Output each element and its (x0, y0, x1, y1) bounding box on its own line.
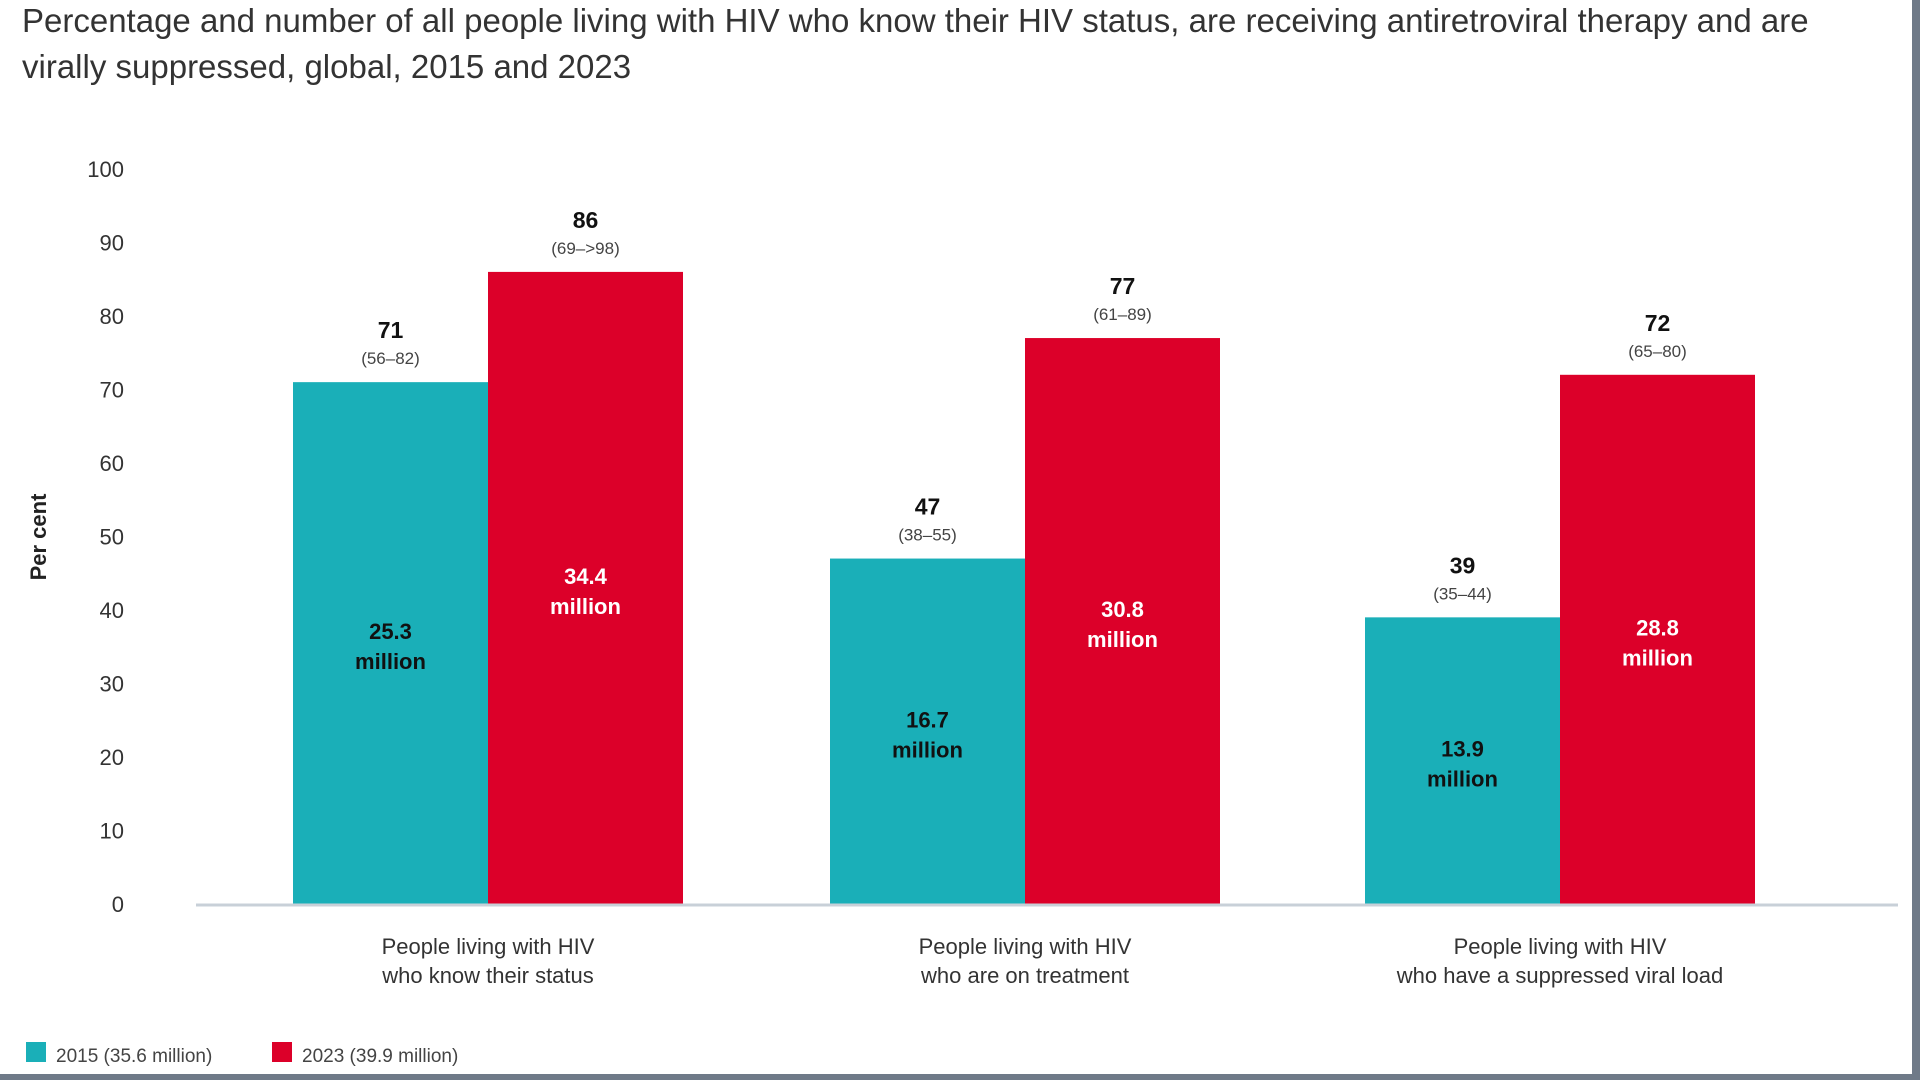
bar-2015 (293, 382, 488, 904)
bar-count-unit: million (1622, 645, 1693, 670)
data-label-range: (65–80) (1628, 342, 1687, 361)
y-axis-label: Per cent (26, 493, 51, 580)
bar-count-unit: million (892, 737, 963, 762)
x-category-label: People living with HIV (1454, 934, 1667, 959)
data-label-value: 47 (915, 494, 941, 520)
bar-count-label: 13.9 (1441, 737, 1484, 762)
y-tick-label: 70 (100, 378, 124, 403)
data-label-range: (38–55) (898, 526, 957, 545)
data-label-range: (61–89) (1093, 305, 1152, 324)
frame-border-bottom (0, 1074, 1920, 1080)
y-tick-label: 40 (100, 598, 124, 623)
data-label-value: 39 (1450, 552, 1476, 578)
data-label-value: 72 (1645, 310, 1671, 336)
x-category-label: People living with HIV (382, 934, 595, 959)
data-label-value: 86 (573, 207, 599, 233)
bar-count-label: 30.8 (1101, 597, 1144, 622)
bar-count-unit: million (550, 594, 621, 619)
frame-border-right (1912, 0, 1920, 1080)
bar-count-unit: million (1087, 627, 1158, 652)
legend-label: 2015 (35.6 million) (56, 1046, 212, 1067)
y-tick-label: 20 (100, 745, 124, 770)
bar-count-label: 34.4 (564, 564, 608, 589)
x-category-label: who have a suppressed viral load (1396, 963, 1724, 988)
chart-title: Percentage and number of all people livi… (22, 2, 1809, 85)
x-category-label: who are on treatment (920, 963, 1129, 988)
bar-2023 (488, 271, 683, 904)
x-category-label: who know their status (381, 963, 594, 988)
bar-count-unit: million (355, 649, 426, 674)
bar-2023 (1560, 374, 1755, 904)
bar-count-label: 25.3 (369, 619, 412, 644)
data-label-range: (69–>98) (551, 239, 620, 258)
data-label-range: (35–44) (1433, 584, 1492, 603)
bar-count-unit: million (1427, 767, 1498, 792)
data-label-value: 77 (1110, 273, 1136, 299)
data-label-range: (56–82) (361, 349, 420, 368)
y-tick-label: 0 (112, 892, 124, 917)
bar-2023 (1025, 338, 1220, 904)
bar-count-label: 16.7 (906, 707, 949, 732)
y-tick-label: 100 (87, 157, 124, 182)
bar-count-label: 28.8 (1636, 615, 1679, 640)
y-tick-label: 90 (100, 231, 124, 256)
bar-2015 (830, 558, 1025, 904)
bar-2015 (1365, 617, 1560, 904)
y-tick-label: 10 (100, 819, 124, 844)
legend-swatch-2023 (272, 1042, 292, 1062)
x-category-label: People living with HIV (919, 934, 1132, 959)
y-tick-label: 60 (100, 451, 124, 476)
data-label-value: 71 (378, 317, 404, 343)
y-tick-label: 30 (100, 672, 124, 697)
y-tick-label: 80 (100, 304, 124, 329)
legend-label: 2023 (39.9 million) (302, 1046, 458, 1067)
legend-swatch-2015 (26, 1042, 46, 1062)
y-tick-label: 50 (100, 525, 124, 550)
